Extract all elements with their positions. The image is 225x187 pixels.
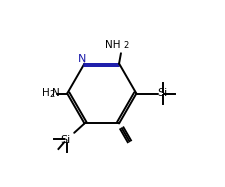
- Text: N: N: [52, 88, 60, 99]
- Text: 2: 2: [49, 90, 54, 99]
- Text: Si: Si: [60, 135, 71, 145]
- Text: N: N: [77, 54, 86, 64]
- Text: NH: NH: [104, 40, 119, 50]
- Text: 2: 2: [123, 41, 128, 50]
- Text: Si: Si: [157, 88, 167, 99]
- Text: H: H: [41, 88, 49, 99]
